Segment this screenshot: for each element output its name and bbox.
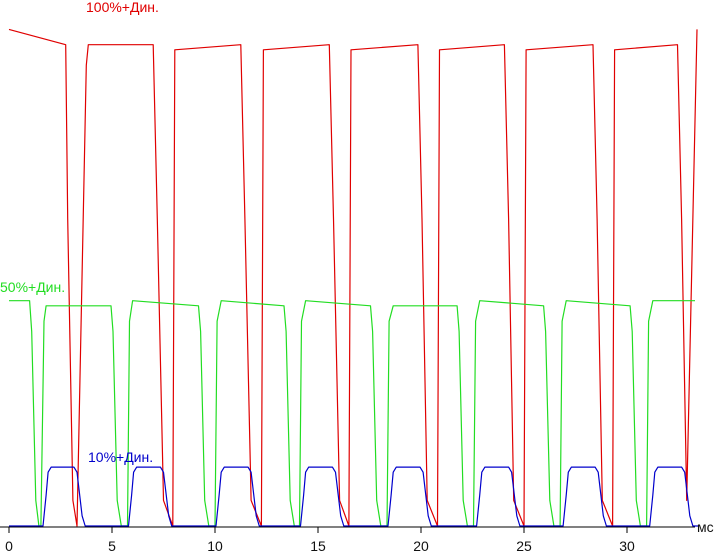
series-label-layer: 100%+Дин. 50%+Дин. 10%+Дин. xyxy=(0,0,159,465)
series-layer xyxy=(8,28,700,527)
x-tick-label: 20 xyxy=(413,538,429,554)
series-label-1: 50%+Дин. xyxy=(0,279,65,295)
x-tick-label: 10 xyxy=(207,538,223,554)
x-tick-label: 0 xyxy=(5,538,13,554)
series-label-2: 10%+Дин. xyxy=(88,449,153,465)
x-tick-label: 5 xyxy=(108,538,116,554)
series-line-2 xyxy=(9,466,700,527)
x-tick-layer: 0 5 10 15 20 25 30 xyxy=(5,527,635,554)
x-tick-label: 15 xyxy=(310,538,326,554)
x-axis-unit-label: мс xyxy=(697,519,714,535)
series-line-1 xyxy=(9,300,695,527)
x-tick-label: 25 xyxy=(516,538,532,554)
x-tick-label: 30 xyxy=(619,538,635,554)
series-label-0: 100%+Дин. xyxy=(86,0,159,15)
